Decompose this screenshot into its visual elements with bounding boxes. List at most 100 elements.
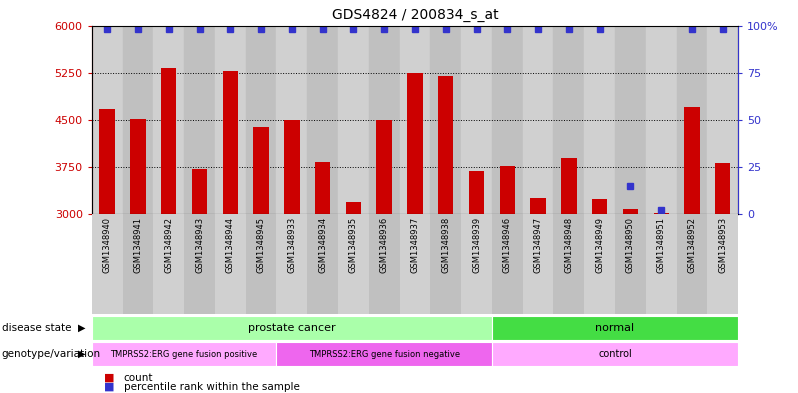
- Bar: [346, 202, 361, 214]
- Bar: [707, 26, 738, 214]
- Bar: [400, 26, 430, 214]
- Bar: [153, 214, 184, 314]
- Text: GSM1348935: GSM1348935: [349, 217, 358, 273]
- Bar: [461, 214, 492, 314]
- Text: GSM1348953: GSM1348953: [718, 217, 727, 273]
- Title: GDS4824 / 200834_s_at: GDS4824 / 200834_s_at: [332, 8, 498, 22]
- Text: ▶: ▶: [78, 349, 86, 359]
- Text: GSM1348938: GSM1348938: [441, 217, 450, 274]
- Bar: [377, 121, 392, 214]
- Text: genotype/variation: genotype/variation: [2, 349, 101, 359]
- Bar: [677, 26, 707, 214]
- Text: disease state: disease state: [2, 323, 71, 333]
- Bar: [369, 26, 400, 214]
- Bar: [646, 26, 677, 214]
- Text: ■: ■: [104, 382, 114, 392]
- Text: GSM1348940: GSM1348940: [103, 217, 112, 273]
- Bar: [254, 127, 269, 214]
- Text: GSM1348945: GSM1348945: [257, 217, 266, 273]
- Bar: [584, 214, 615, 314]
- Bar: [707, 214, 738, 314]
- Bar: [184, 26, 215, 214]
- Bar: [677, 214, 707, 314]
- Bar: [584, 26, 615, 214]
- Bar: [215, 26, 246, 214]
- Bar: [561, 158, 576, 214]
- Bar: [92, 26, 123, 214]
- Bar: [369, 214, 400, 314]
- Text: GSM1348939: GSM1348939: [472, 217, 481, 273]
- Bar: [554, 214, 584, 314]
- Text: count: count: [124, 373, 153, 383]
- Text: ▶: ▶: [78, 323, 86, 333]
- Bar: [430, 214, 461, 314]
- Bar: [338, 214, 369, 314]
- Bar: [438, 77, 453, 214]
- Bar: [246, 214, 276, 314]
- Text: GSM1348949: GSM1348949: [595, 217, 604, 273]
- Bar: [276, 26, 307, 214]
- Bar: [492, 214, 523, 314]
- Bar: [276, 214, 307, 314]
- Text: GSM1348934: GSM1348934: [318, 217, 327, 273]
- Bar: [184, 214, 215, 314]
- Bar: [284, 121, 299, 214]
- Bar: [469, 171, 484, 214]
- Text: GSM1348936: GSM1348936: [380, 217, 389, 274]
- Bar: [338, 26, 369, 214]
- Text: GSM1348942: GSM1348942: [164, 217, 173, 273]
- Text: GSM1348937: GSM1348937: [410, 217, 420, 274]
- Bar: [100, 108, 115, 214]
- Bar: [523, 26, 554, 214]
- Bar: [654, 213, 669, 214]
- Bar: [685, 107, 700, 214]
- Text: GSM1348946: GSM1348946: [503, 217, 512, 273]
- Text: GSM1348933: GSM1348933: [287, 217, 296, 274]
- Text: control: control: [598, 349, 632, 359]
- Text: GSM1348944: GSM1348944: [226, 217, 235, 273]
- Bar: [307, 26, 338, 214]
- Text: GSM1348951: GSM1348951: [657, 217, 666, 273]
- Bar: [123, 26, 153, 214]
- Bar: [592, 199, 607, 214]
- Bar: [500, 166, 515, 214]
- Bar: [130, 119, 146, 214]
- Text: GSM1348948: GSM1348948: [564, 217, 573, 273]
- Bar: [92, 214, 123, 314]
- Bar: [400, 214, 430, 314]
- Text: GSM1348941: GSM1348941: [133, 217, 142, 273]
- Bar: [461, 26, 492, 214]
- Bar: [215, 214, 246, 314]
- Bar: [92, 316, 492, 340]
- Bar: [531, 198, 546, 214]
- Text: TMPRSS2:ERG gene fusion negative: TMPRSS2:ERG gene fusion negative: [309, 350, 460, 358]
- Text: ■: ■: [104, 373, 114, 383]
- Bar: [307, 214, 338, 314]
- Bar: [153, 26, 184, 214]
- Text: GSM1348947: GSM1348947: [534, 217, 543, 273]
- Bar: [246, 26, 276, 214]
- Bar: [123, 214, 153, 314]
- Bar: [276, 342, 492, 366]
- Bar: [492, 342, 738, 366]
- Text: normal: normal: [595, 323, 634, 333]
- Text: GSM1348950: GSM1348950: [626, 217, 635, 273]
- Bar: [492, 26, 523, 214]
- Bar: [92, 342, 276, 366]
- Bar: [161, 68, 176, 214]
- Bar: [315, 162, 330, 214]
- Bar: [715, 163, 730, 214]
- Bar: [615, 214, 646, 314]
- Text: percentile rank within the sample: percentile rank within the sample: [124, 382, 299, 392]
- Bar: [646, 214, 677, 314]
- Bar: [492, 316, 738, 340]
- Text: GSM1348943: GSM1348943: [195, 217, 204, 273]
- Text: prostate cancer: prostate cancer: [248, 323, 336, 333]
- Text: TMPRSS2:ERG gene fusion positive: TMPRSS2:ERG gene fusion positive: [110, 350, 258, 358]
- Bar: [615, 26, 646, 214]
- Bar: [554, 26, 584, 214]
- Bar: [223, 71, 238, 214]
- Bar: [407, 73, 423, 214]
- Bar: [430, 26, 461, 214]
- Bar: [523, 214, 554, 314]
